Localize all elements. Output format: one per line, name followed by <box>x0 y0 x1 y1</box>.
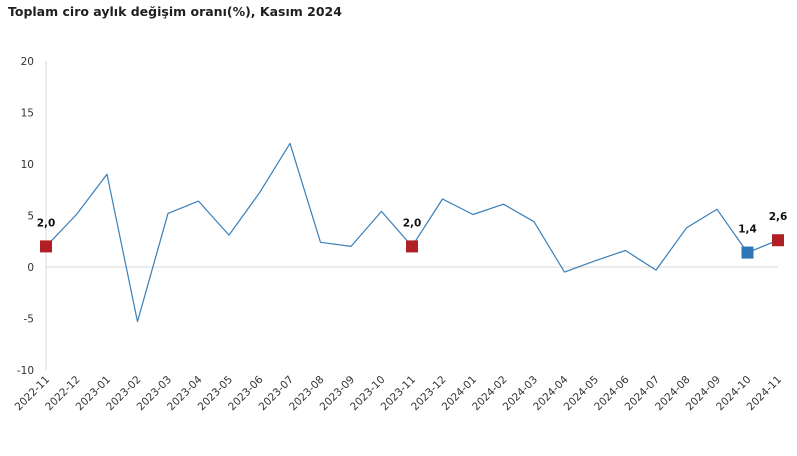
highlight-marker <box>741 246 754 259</box>
data-label: 2,6 <box>769 211 788 223</box>
series-line <box>45 142 779 323</box>
data-label: 1,4 <box>738 224 757 236</box>
y-tick-label: 5 <box>27 211 34 223</box>
y-tick-label: 0 <box>27 262 34 274</box>
data-label: 2,0 <box>403 217 422 229</box>
highlight-marker <box>406 240 418 253</box>
highlight-marker <box>40 240 52 253</box>
chart-title: Toplam ciro aylık değişim oranı(%), Kası… <box>8 4 342 19</box>
data-label: 2,0 <box>37 217 56 229</box>
y-tick-label: -5 <box>24 314 34 326</box>
y-tick-label: -10 <box>17 365 34 377</box>
y-tick-label: 15 <box>21 108 34 120</box>
y-tick-label: 10 <box>21 159 34 171</box>
y-tick-label: 20 <box>21 56 34 68</box>
highlight-marker <box>772 234 784 247</box>
